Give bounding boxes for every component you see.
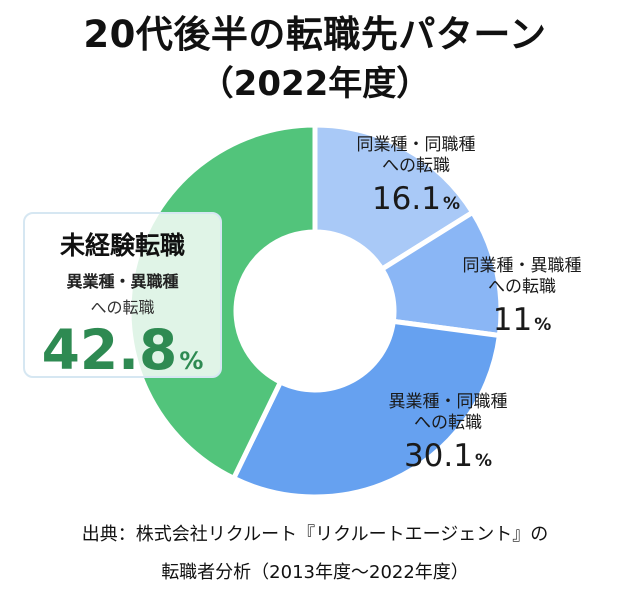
callout-sub2: への転職: [90, 298, 155, 317]
chart-title: 20代後半の転職先パターン: [83, 13, 547, 56]
callout-inexperienced-change: 未経験転職 異業種・異職種 への転職 42.8%: [23, 212, 222, 379]
source-line2: 転職者分析（2013年度〜2022年度）: [161, 562, 469, 583]
slice-value: 30.1: [403, 437, 473, 474]
slice-value: 11: [492, 301, 533, 338]
slice-value: 16.1: [371, 180, 441, 217]
slice-label-same-industry-same-job: 同業種・同職種 への転職 16.1%: [356, 135, 476, 217]
slice-label-diff-industry-same-job: 異業種・同職種 への転職 30.1%: [388, 392, 508, 474]
slice-label-same-industry-diff-job: 同業種・異職種 への転職 11%: [462, 256, 582, 338]
donut-hole: [236, 232, 394, 390]
callout-name: 未経験転職: [59, 231, 185, 260]
callout-sub1: 異業種・異職種: [66, 272, 179, 291]
source-line1: 出典：株式会社リクルート『リクルートエージェント』の: [81, 524, 549, 545]
callout-value: 42.8: [41, 318, 178, 382]
chart-subtitle: （2022年度）: [199, 64, 431, 104]
